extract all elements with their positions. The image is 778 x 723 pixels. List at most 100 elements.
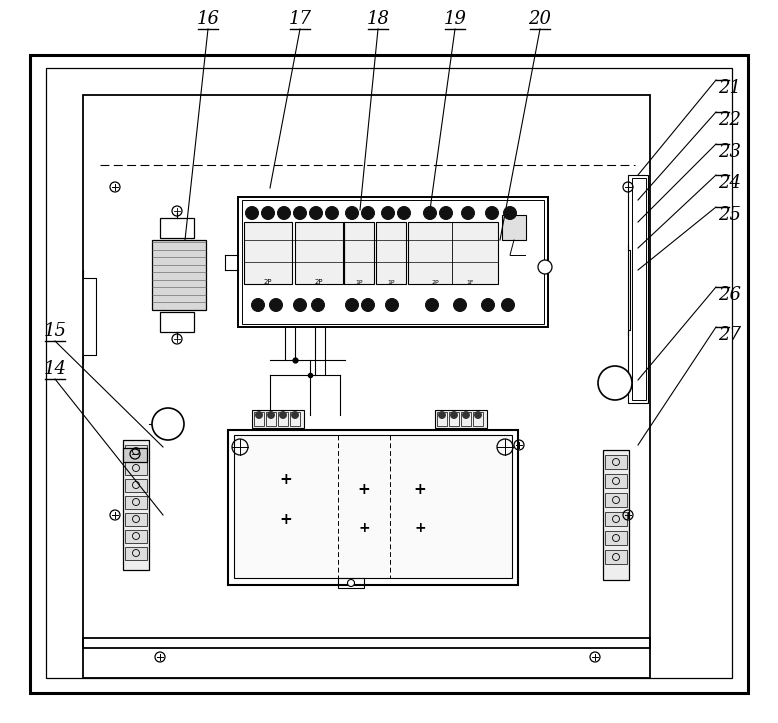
Circle shape <box>386 299 398 312</box>
Circle shape <box>293 299 307 312</box>
Circle shape <box>311 299 324 312</box>
Bar <box>278 412 288 426</box>
Bar <box>408 222 498 284</box>
Bar <box>125 479 147 492</box>
Bar <box>461 412 471 426</box>
Text: 18: 18 <box>366 10 390 28</box>
Circle shape <box>279 411 286 419</box>
Circle shape <box>310 207 323 220</box>
Circle shape <box>362 299 374 312</box>
Circle shape <box>485 207 499 220</box>
Bar <box>605 531 627 545</box>
Text: 26: 26 <box>718 286 741 304</box>
Circle shape <box>475 411 482 419</box>
Bar <box>605 474 627 488</box>
Circle shape <box>362 207 374 220</box>
Bar <box>344 222 374 284</box>
Circle shape <box>426 299 439 312</box>
Text: 19: 19 <box>443 10 467 28</box>
Circle shape <box>269 299 282 312</box>
Text: +: + <box>414 521 426 535</box>
Circle shape <box>255 411 262 419</box>
Text: 15: 15 <box>44 322 66 340</box>
Bar <box>295 222 343 284</box>
Bar <box>228 430 518 585</box>
Bar <box>238 197 548 327</box>
Circle shape <box>461 207 475 220</box>
Bar <box>46 68 732 678</box>
Circle shape <box>462 411 469 419</box>
Text: 27: 27 <box>718 326 741 344</box>
Text: 17: 17 <box>289 10 311 28</box>
Circle shape <box>503 207 517 220</box>
Circle shape <box>502 299 514 312</box>
Bar <box>252 410 304 428</box>
Circle shape <box>345 299 359 312</box>
Bar <box>160 312 194 332</box>
Circle shape <box>439 411 446 419</box>
Circle shape <box>598 366 632 400</box>
Bar <box>605 455 627 469</box>
Text: 22: 22 <box>718 111 741 129</box>
Bar <box>242 200 544 324</box>
Bar <box>435 410 487 428</box>
Circle shape <box>454 299 467 312</box>
Text: 1P: 1P <box>387 280 394 284</box>
Bar <box>605 493 627 507</box>
Bar <box>254 412 264 426</box>
Circle shape <box>345 207 359 220</box>
Text: 2P: 2P <box>315 279 323 285</box>
Text: 16: 16 <box>197 10 219 28</box>
Text: +: + <box>279 473 293 487</box>
Bar <box>83 638 650 678</box>
Bar <box>437 412 447 426</box>
Bar <box>605 512 627 526</box>
Bar <box>123 448 147 462</box>
Text: +: + <box>358 482 370 497</box>
Circle shape <box>440 207 453 220</box>
Bar <box>125 445 147 458</box>
Circle shape <box>251 299 265 312</box>
Circle shape <box>423 207 436 220</box>
Bar <box>123 440 149 570</box>
Circle shape <box>325 207 338 220</box>
Text: 23: 23 <box>718 143 741 161</box>
Bar <box>160 218 194 238</box>
Bar <box>605 550 627 564</box>
Circle shape <box>482 299 495 312</box>
Bar <box>244 222 292 284</box>
Circle shape <box>398 207 411 220</box>
Text: 14: 14 <box>44 360 66 378</box>
Text: 2P: 2P <box>264 279 272 285</box>
Circle shape <box>348 580 355 586</box>
Text: +: + <box>279 513 293 528</box>
Bar <box>125 513 147 526</box>
Circle shape <box>246 207 258 220</box>
Text: +: + <box>358 521 370 535</box>
Text: 20: 20 <box>528 10 552 28</box>
Bar <box>632 178 646 400</box>
Text: 25: 25 <box>718 206 741 224</box>
Bar <box>83 95 650 648</box>
Bar <box>125 496 147 509</box>
Bar <box>628 175 648 403</box>
Bar <box>125 547 147 560</box>
Circle shape <box>268 411 275 419</box>
Text: 21: 21 <box>718 79 741 97</box>
Text: +: + <box>414 482 426 497</box>
Circle shape <box>381 207 394 220</box>
Bar <box>234 435 512 578</box>
Bar <box>125 530 147 543</box>
Bar <box>152 240 206 310</box>
Bar <box>376 222 406 284</box>
Bar <box>603 450 629 580</box>
Circle shape <box>152 408 184 440</box>
Bar <box>266 412 276 426</box>
Text: 2P: 2P <box>431 280 439 284</box>
Bar <box>125 462 147 475</box>
Bar <box>473 412 483 426</box>
Circle shape <box>293 207 307 220</box>
Circle shape <box>278 207 290 220</box>
Bar <box>449 412 459 426</box>
Circle shape <box>538 260 552 274</box>
